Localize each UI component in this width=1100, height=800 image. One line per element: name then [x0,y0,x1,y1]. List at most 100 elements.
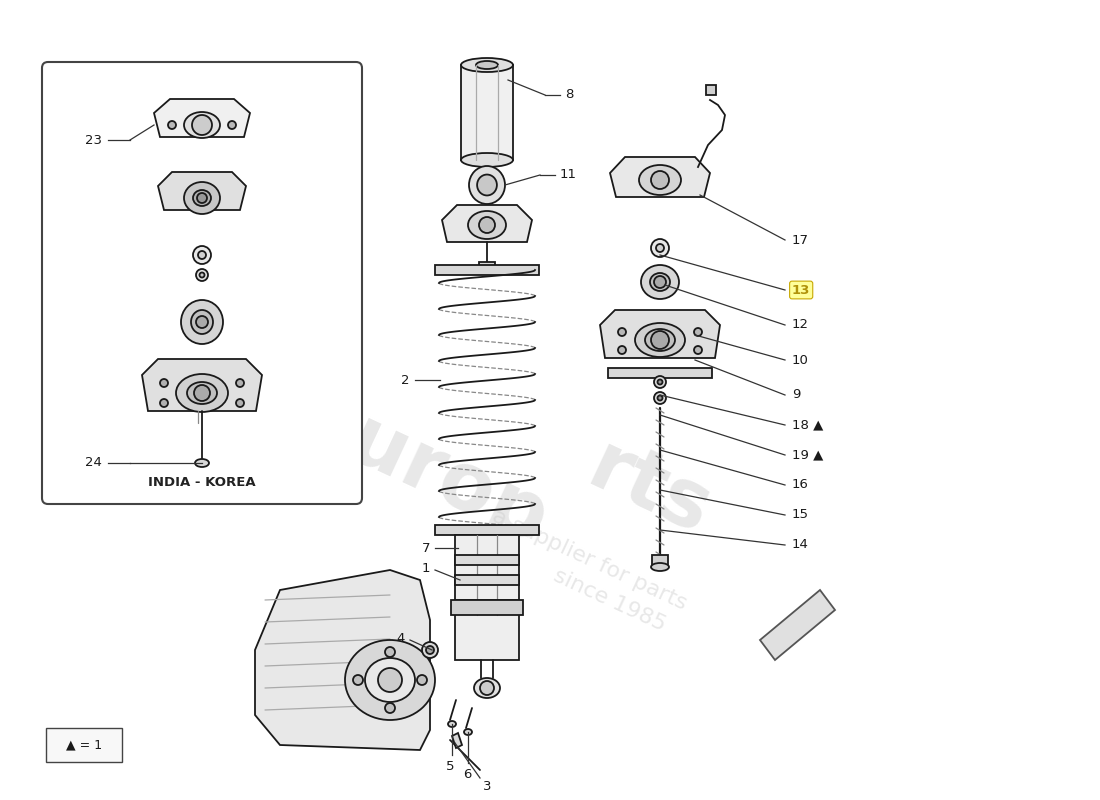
Circle shape [194,385,210,401]
Circle shape [694,346,702,354]
Circle shape [199,273,205,278]
Ellipse shape [461,58,513,72]
Circle shape [651,171,669,189]
Polygon shape [760,590,835,660]
Text: 8: 8 [565,89,573,102]
Circle shape [353,675,363,685]
Text: 11: 11 [560,169,578,182]
Ellipse shape [195,459,209,467]
Circle shape [694,328,702,336]
Circle shape [378,668,402,692]
Text: 7: 7 [421,542,430,554]
Polygon shape [255,570,430,750]
Ellipse shape [464,729,472,735]
Circle shape [654,392,666,404]
Circle shape [385,703,395,713]
Ellipse shape [191,310,213,334]
Ellipse shape [469,166,505,204]
Ellipse shape [461,153,513,167]
Polygon shape [455,535,519,660]
Circle shape [422,642,438,658]
Ellipse shape [641,265,679,299]
Circle shape [658,379,662,385]
Circle shape [480,681,494,695]
Text: 16: 16 [792,478,808,491]
Ellipse shape [184,182,220,214]
Circle shape [228,121,236,129]
Circle shape [236,399,244,407]
Polygon shape [461,65,513,160]
Polygon shape [610,157,710,197]
Text: 24: 24 [85,457,102,470]
Ellipse shape [651,563,669,571]
Text: 10: 10 [792,354,808,366]
Text: 17: 17 [792,234,808,246]
Circle shape [160,379,168,387]
Text: 19 ▲: 19 ▲ [792,449,824,462]
Polygon shape [478,262,495,272]
Polygon shape [154,99,250,137]
Polygon shape [434,525,539,535]
Circle shape [192,115,212,135]
Ellipse shape [176,374,228,412]
Polygon shape [434,265,539,275]
Circle shape [651,331,669,349]
Circle shape [656,244,664,252]
Ellipse shape [448,721,456,727]
Text: since 1985: since 1985 [551,566,669,634]
Circle shape [197,193,207,203]
Ellipse shape [365,658,415,702]
Text: 1: 1 [421,562,430,574]
Circle shape [198,251,206,259]
Polygon shape [455,575,519,585]
Ellipse shape [477,174,497,195]
Circle shape [651,239,669,257]
Circle shape [618,328,626,336]
FancyBboxPatch shape [42,62,362,504]
Circle shape [236,379,244,387]
Polygon shape [452,733,462,748]
Polygon shape [442,205,532,242]
Text: ▲ = 1: ▲ = 1 [66,738,102,751]
Circle shape [385,647,395,657]
Polygon shape [608,368,712,378]
Circle shape [196,316,208,328]
Polygon shape [451,600,522,615]
Polygon shape [706,85,716,95]
Ellipse shape [468,211,506,239]
Text: europ: europ [287,378,560,562]
Ellipse shape [184,112,220,138]
Text: 4: 4 [397,631,405,645]
Polygon shape [455,600,519,610]
Text: a supplier for parts: a supplier for parts [490,506,691,614]
Ellipse shape [639,165,681,195]
Ellipse shape [650,273,670,291]
Circle shape [417,675,427,685]
Ellipse shape [187,382,217,404]
Circle shape [196,269,208,281]
Circle shape [168,121,176,129]
Text: 3: 3 [483,780,492,793]
Circle shape [654,376,666,388]
Ellipse shape [182,300,223,344]
Text: 15: 15 [792,509,808,522]
Ellipse shape [476,61,498,69]
Polygon shape [652,555,668,567]
Ellipse shape [474,678,500,698]
Ellipse shape [645,329,675,351]
Circle shape [618,346,626,354]
Text: rts: rts [575,428,723,552]
Text: 14: 14 [792,538,808,551]
Circle shape [426,646,434,654]
Circle shape [654,276,666,288]
Ellipse shape [345,640,434,720]
Text: 23: 23 [85,134,102,146]
Text: 13: 13 [792,283,811,297]
Ellipse shape [635,323,685,357]
Text: INDIA - KOREA: INDIA - KOREA [148,477,256,490]
Circle shape [478,217,495,233]
Polygon shape [600,310,720,358]
Polygon shape [158,172,246,210]
Ellipse shape [192,190,211,206]
Circle shape [658,395,662,401]
